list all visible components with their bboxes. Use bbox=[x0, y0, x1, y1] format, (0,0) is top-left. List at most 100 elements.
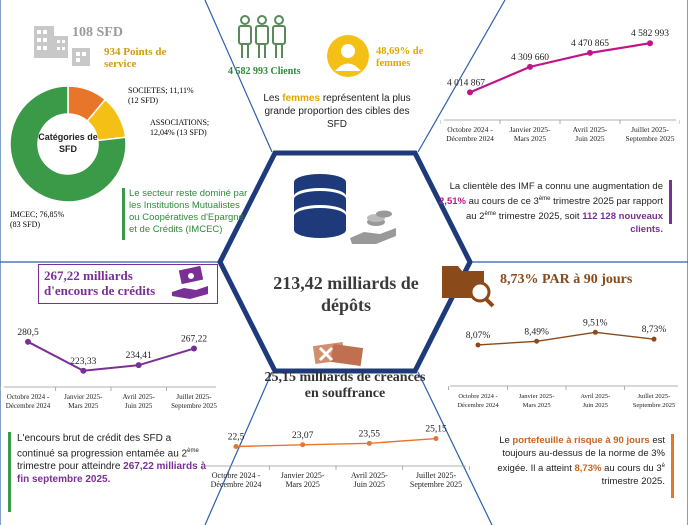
data-point bbox=[233, 444, 239, 449]
data-label: 22,5 bbox=[228, 433, 245, 443]
women-word: femmes bbox=[282, 93, 321, 104]
data-label: 25,15 bbox=[425, 425, 447, 435]
par-note: Le portefeuille à risque à 90 jours est … bbox=[494, 434, 674, 498]
creances-title: 25,15 milliards de créances en souffranc… bbox=[264, 370, 426, 401]
data-label: 23,07 bbox=[292, 431, 314, 441]
series-line bbox=[27, 340, 195, 372]
data-point bbox=[135, 362, 142, 369]
pie-center-label-2: SFD bbox=[59, 144, 78, 154]
data-label: 4 014 867 bbox=[447, 78, 485, 88]
series-line bbox=[477, 331, 655, 346]
data-point bbox=[587, 49, 593, 56]
category-label: Avril 2025- bbox=[580, 393, 610, 400]
par-title: 8,73% PAR à 90 jours bbox=[500, 272, 633, 287]
data-point bbox=[647, 40, 653, 47]
category-label: Septembre 2025 bbox=[626, 134, 675, 143]
category-label: Mars 2025 bbox=[68, 402, 99, 410]
category-label: Juillet 2025- bbox=[416, 471, 457, 480]
woman-icon bbox=[327, 35, 369, 77]
women-percent: 48,69% de femmes bbox=[376, 46, 424, 69]
clients-people-icon bbox=[238, 15, 286, 58]
clients-line-chart: 4 014 867 Octobre 2024 -Décembre 2024 4 30… bbox=[440, 29, 680, 143]
category-label: Septembre 2025 bbox=[410, 480, 462, 489]
data-point bbox=[433, 436, 439, 442]
data-point bbox=[25, 338, 31, 345]
credit-hand-icon bbox=[172, 266, 208, 299]
pie-slice-imcec bbox=[9, 85, 127, 203]
cancelled-money-icon bbox=[312, 341, 364, 367]
credit-note: L'encours brut de crédit des SFD a conti… bbox=[8, 432, 208, 512]
data-point bbox=[592, 329, 598, 335]
data-point bbox=[80, 367, 87, 374]
data-label: 4 309 660 bbox=[511, 53, 549, 63]
category-label: Septembre 2025 bbox=[633, 402, 675, 409]
deposits-title: 213,42 milliards de dépôts bbox=[273, 273, 419, 315]
data-label: 4 582 993 bbox=[631, 29, 669, 39]
data-label: 8,49% bbox=[524, 327, 549, 337]
service-point-icon bbox=[72, 48, 90, 66]
pie-center-label-1: Catégories de bbox=[38, 132, 98, 142]
data-label: 223,33 bbox=[70, 357, 96, 367]
category-label: Décembre 2024 bbox=[446, 134, 494, 143]
data-label: 267,22 bbox=[181, 335, 207, 345]
clients-note: La clientèle des IMF a connu une augment… bbox=[432, 180, 672, 235]
category-label: Janvier 2025- bbox=[64, 393, 103, 401]
credit-title: 267,22 milliards d'encours de crédits bbox=[44, 268, 156, 298]
data-point bbox=[527, 63, 533, 70]
category-label: Juin 2025 bbox=[354, 480, 385, 489]
category-label: Juin 2025 bbox=[575, 134, 605, 143]
women-note: Les femmes représentent la plus grande p… bbox=[263, 93, 411, 130]
data-label: 23,55 bbox=[359, 429, 381, 439]
category-label: Octobre 2024 - bbox=[7, 393, 50, 401]
par-line-chart: 8,07% Octobre 2024 - Décembre 2024 8,49% Jan… bbox=[448, 318, 678, 409]
imcec-note: Le secteur reste dominé par les Institut… bbox=[122, 188, 250, 240]
data-point bbox=[475, 342, 481, 348]
category-label: Avril 2025- bbox=[122, 393, 155, 401]
category-label: Juin 2025 bbox=[125, 402, 153, 410]
category-label: Septembre 2025 bbox=[171, 402, 217, 410]
category-label: Mars 2025 bbox=[285, 480, 319, 489]
category-label: Décembre 2024 bbox=[457, 402, 499, 409]
data-label: 8,73% bbox=[642, 325, 667, 335]
category-label: Décembre 2024 bbox=[6, 402, 51, 410]
data-label: 9,51% bbox=[583, 318, 608, 328]
category-label: Juillet 2025- bbox=[631, 125, 669, 134]
data-point bbox=[366, 440, 372, 446]
data-label: 4 470 865 bbox=[571, 39, 609, 49]
data-point bbox=[191, 345, 197, 352]
category-label: Octobre 2024 - bbox=[212, 471, 261, 480]
clients-count: 4 582 993 Clients bbox=[228, 66, 301, 77]
pie-chart: Catégories de SFD bbox=[9, 85, 127, 203]
series-line bbox=[469, 42, 651, 94]
category-label: Janvier 2025- bbox=[509, 125, 551, 134]
series-line bbox=[235, 437, 437, 448]
sfd-count: 108 SFD bbox=[72, 25, 123, 40]
data-label: 8,07% bbox=[466, 331, 491, 341]
database-coins-icon bbox=[294, 174, 396, 244]
pie-label-imcec: IMCEC; 76,85% (83 SFD) bbox=[10, 210, 65, 229]
category-label: Décembre 2024 bbox=[211, 480, 262, 489]
data-label: 234,41 bbox=[126, 351, 152, 361]
data-point bbox=[467, 89, 473, 96]
creances-line-chart: 22,5 Octobre 2024 -Décembre 2024 23,07 Janv… bbox=[202, 425, 470, 489]
credit-line-chart: 280,5 Octobre 2024 -Décembre 2024 223,33 Ja… bbox=[0, 328, 217, 410]
category-label: Juillet 2025- bbox=[638, 393, 671, 400]
pie-label-associations: ASSOCIATIONS; 12,04% (13 SFD) bbox=[150, 118, 210, 137]
category-label: Juillet 2025- bbox=[176, 393, 212, 401]
category-label: Mars 2025 bbox=[523, 402, 551, 409]
data-point bbox=[534, 338, 540, 344]
category-label: Avril 2025- bbox=[573, 125, 608, 134]
category-label: Octobre 2024 - bbox=[458, 393, 497, 400]
category-label: Mars 2025 bbox=[514, 134, 547, 143]
data-label: 280,5 bbox=[17, 328, 39, 338]
category-label: Octobre 2024 - bbox=[447, 125, 493, 134]
points-service: 934 Points de service bbox=[104, 46, 167, 70]
category-label: Janvier 2025- bbox=[519, 393, 555, 400]
pie-label-societes: SOCIETES; 11,11% (12 SFD) bbox=[128, 86, 194, 105]
center-hexagon bbox=[217, 150, 473, 374]
category-label: Avril 2025- bbox=[351, 471, 388, 480]
data-point bbox=[651, 336, 657, 342]
building-icon bbox=[34, 26, 68, 58]
category-label: Juin 2025 bbox=[583, 402, 608, 409]
